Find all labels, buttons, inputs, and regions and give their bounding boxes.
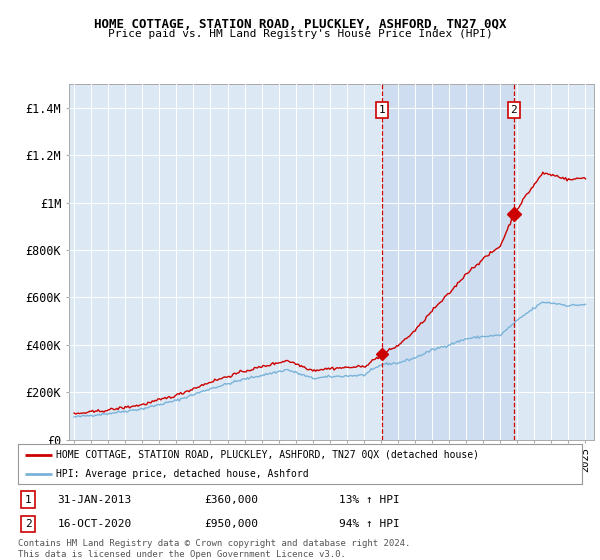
Text: 1: 1 bbox=[379, 105, 386, 115]
Text: 2: 2 bbox=[511, 105, 517, 115]
Text: 2: 2 bbox=[25, 519, 32, 529]
Text: 31-JAN-2013: 31-JAN-2013 bbox=[58, 494, 132, 505]
Text: 16-OCT-2020: 16-OCT-2020 bbox=[58, 519, 132, 529]
Text: 13% ↑ HPI: 13% ↑ HPI bbox=[340, 494, 400, 505]
Text: 94% ↑ HPI: 94% ↑ HPI bbox=[340, 519, 400, 529]
Text: HOME COTTAGE, STATION ROAD, PLUCKLEY, ASHFORD, TN27 0QX (detached house): HOME COTTAGE, STATION ROAD, PLUCKLEY, AS… bbox=[56, 450, 479, 460]
Text: £360,000: £360,000 bbox=[204, 494, 258, 505]
Bar bbox=[382, 84, 514, 440]
Text: £950,000: £950,000 bbox=[204, 519, 258, 529]
Text: Contains HM Land Registry data © Crown copyright and database right 2024.
This d: Contains HM Land Registry data © Crown c… bbox=[18, 539, 410, 559]
Text: Price paid vs. HM Land Registry's House Price Index (HPI): Price paid vs. HM Land Registry's House … bbox=[107, 29, 493, 39]
Text: HPI: Average price, detached house, Ashford: HPI: Average price, detached house, Ashf… bbox=[56, 469, 309, 478]
Text: 1: 1 bbox=[25, 494, 32, 505]
Text: HOME COTTAGE, STATION ROAD, PLUCKLEY, ASHFORD, TN27 0QX: HOME COTTAGE, STATION ROAD, PLUCKLEY, AS… bbox=[94, 18, 506, 31]
